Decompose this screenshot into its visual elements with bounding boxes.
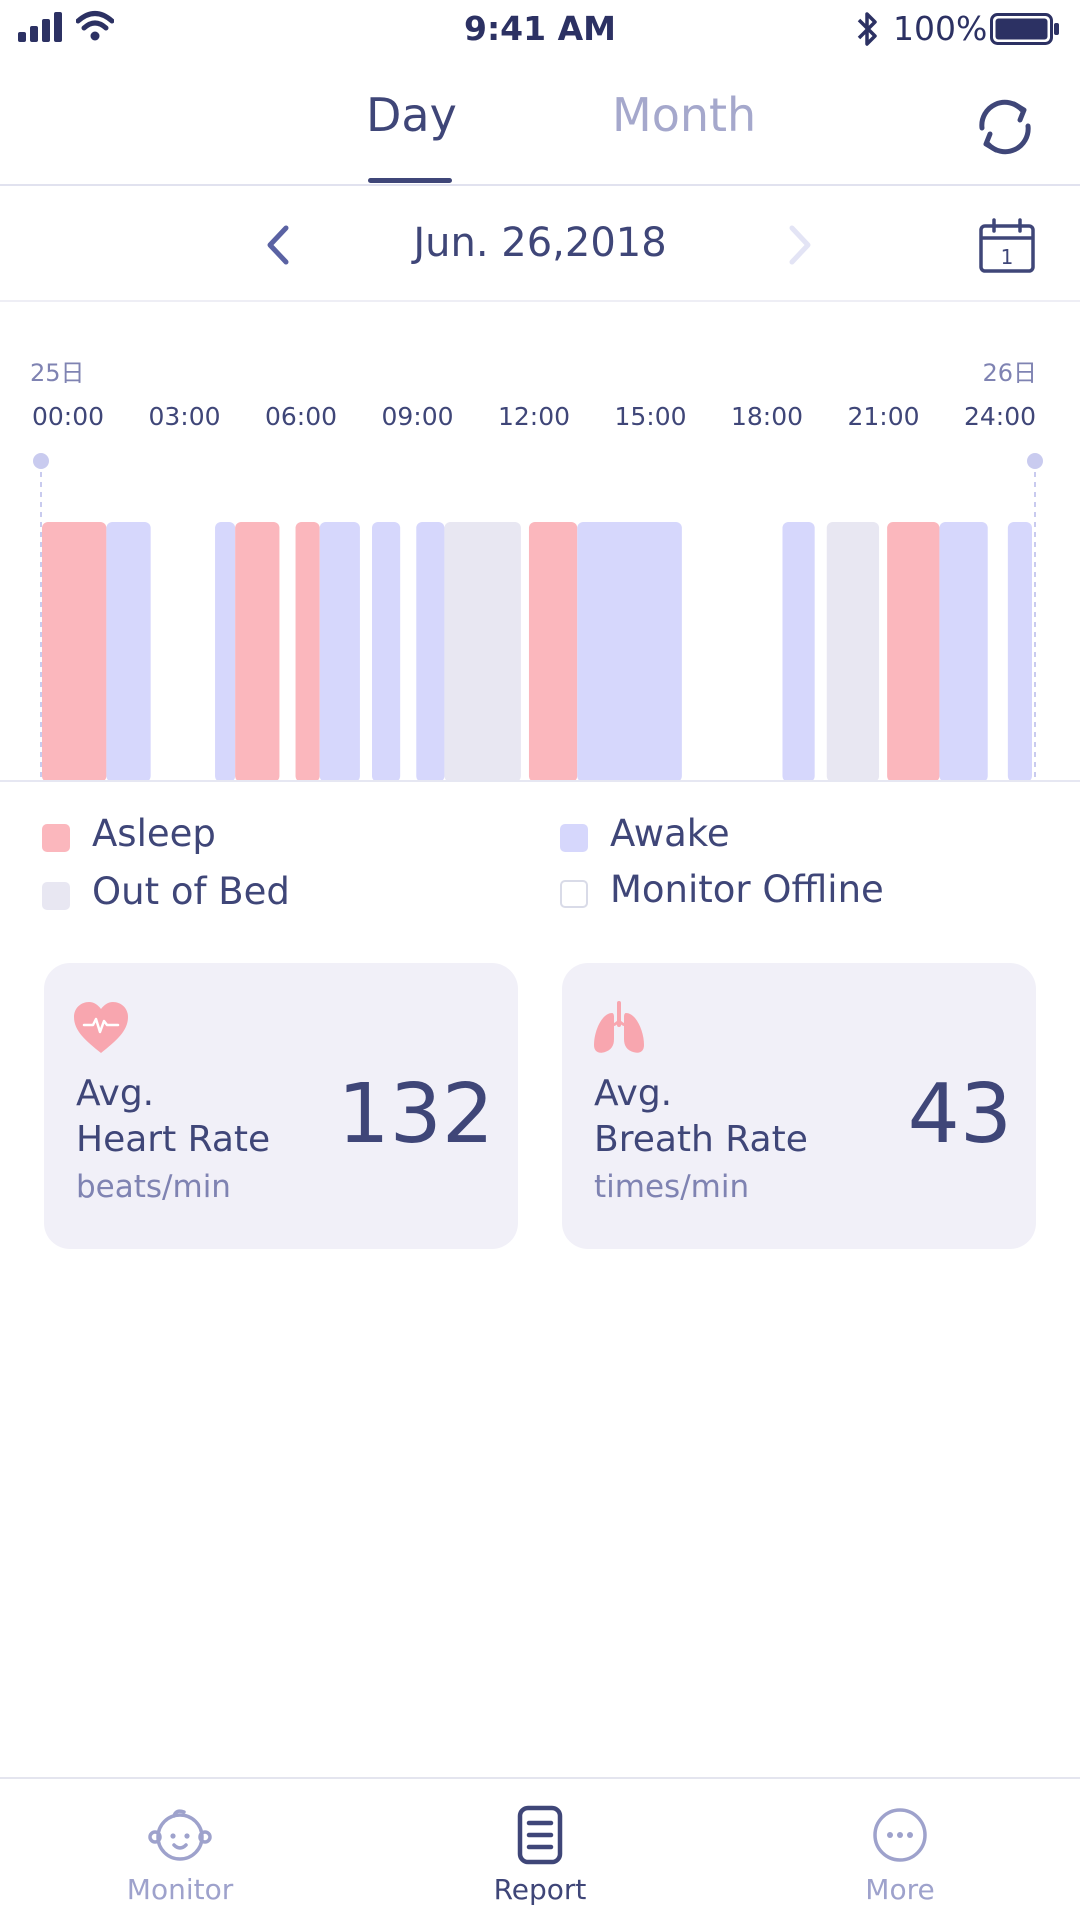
- x-tick-label: 00:00: [32, 402, 104, 431]
- legend-label: Monitor Offline: [610, 868, 884, 911]
- battery-percent: 100%: [893, 9, 988, 48]
- report-icon: [517, 1805, 563, 1865]
- x-tick-label: 15:00: [614, 402, 686, 431]
- timeline-bar-awake: [939, 522, 988, 782]
- breath-rate-card[interactable]: Avg. Breath Rate times/min 43: [562, 963, 1036, 1249]
- chevron-right-icon[interactable]: [784, 222, 816, 268]
- awake-swatch: [560, 824, 588, 852]
- nav-label: Report: [493, 1873, 587, 1906]
- tab-day[interactable]: Day: [366, 88, 457, 142]
- legend-label: Asleep: [92, 812, 216, 855]
- timeline-bar-awake: [372, 522, 401, 782]
- heart-rate-card[interactable]: Avg. Heart Rate beats/min 132: [44, 963, 518, 1249]
- timeline-bar-out-of-bed: [826, 522, 880, 782]
- legend-label: Out of Bed: [92, 870, 290, 913]
- tab-active-indicator: [368, 178, 452, 183]
- heart-title-line2: Heart Rate: [76, 1119, 271, 1160]
- nav-item-more[interactable]: More: [800, 1779, 1000, 1920]
- timeline-bar-asleep: [235, 522, 280, 782]
- chevron-left-icon[interactable]: [262, 222, 294, 268]
- x-tick-label: 18:00: [731, 402, 803, 431]
- calendar-icon[interactable]: 1: [978, 218, 1036, 274]
- current-date: Jun. 26,2018: [413, 220, 667, 266]
- day-start-label: 25日: [30, 359, 85, 387]
- timeline-bar-asleep: [528, 522, 578, 782]
- out-of-bed-swatch: [42, 882, 70, 910]
- status-bar: 9:41 AM 100%: [0, 0, 1080, 60]
- nav-label: Monitor: [126, 1873, 234, 1906]
- sleep-timeline-chart: 25日 26日 00:00 03:00 06:00 09:00 12:00 15:00 18…: [0, 350, 1080, 786]
- bluetooth-icon: [857, 12, 877, 46]
- chart-start-dot: [33, 453, 49, 469]
- x-tick-label: 12:00: [498, 402, 570, 431]
- x-tick-label: 21:00: [847, 402, 919, 431]
- battery-icon: [990, 13, 1059, 45]
- timeline-bar-awake: [215, 522, 236, 782]
- breath-rate-unit: times/min: [594, 1169, 750, 1205]
- breath-title-line2: Breath Rate: [594, 1119, 808, 1160]
- x-tick-label: 03:00: [148, 402, 220, 431]
- x-tick-label: 09:00: [381, 402, 453, 431]
- date-navigator: Jun. 26,2018 1: [0, 188, 1080, 302]
- status-time: 9:41 AM: [464, 9, 616, 48]
- timeline-bar-awake: [319, 522, 360, 782]
- x-tick-label: 06:00: [265, 402, 337, 431]
- bottom-tab-bar: Monitor Report More: [0, 1777, 1080, 1920]
- day-end-label: 26日: [982, 359, 1037, 387]
- timeline-bar-awake: [782, 522, 815, 782]
- calendar-day: 1: [1001, 245, 1014, 269]
- legend-label: Awake: [610, 812, 730, 855]
- nav-label: More: [865, 1873, 935, 1906]
- more-icon: [873, 1808, 927, 1862]
- breath-title-line1: Avg.: [594, 1073, 673, 1114]
- timeline-bar-awake: [106, 522, 151, 782]
- offline-swatch: [560, 880, 588, 908]
- heart-rate-unit: beats/min: [76, 1169, 231, 1205]
- breath-rate-title: Avg. Breath Rate: [594, 1071, 808, 1163]
- breath-rate-value: 43: [907, 1067, 1012, 1162]
- heart-icon: [74, 1002, 128, 1053]
- timeline-bar-asleep: [887, 522, 940, 782]
- nav-item-report[interactable]: Report: [440, 1779, 640, 1920]
- timeline-bar-awake: [577, 522, 682, 782]
- x-tick-label: 24:00: [964, 402, 1036, 431]
- wifi-icon: [76, 11, 114, 41]
- tab-month[interactable]: Month: [612, 88, 757, 142]
- asleep-swatch: [42, 824, 70, 852]
- timeline-bar-out-of-bed: [444, 522, 521, 782]
- heart-rate-title: Avg. Heart Rate: [76, 1071, 270, 1163]
- timeline-bar-asleep: [295, 522, 320, 782]
- nav-item-monitor[interactable]: Monitor: [80, 1779, 280, 1920]
- timeline-bar-awake: [416, 522, 445, 782]
- heart-title-line1: Avg.: [76, 1073, 155, 1114]
- timeline-bar-asleep: [42, 522, 107, 782]
- chart-end-dot: [1027, 453, 1043, 469]
- heart-rate-value: 132: [337, 1067, 494, 1162]
- chart-legend: Asleep Awake Out of Bed Monitor Offline: [0, 800, 1080, 930]
- signal-icon: [18, 12, 62, 42]
- baby-face-icon: [148, 1809, 212, 1861]
- sleep-timeline-svg: 25日 26日 00:00 03:00 06:00 09:00 12:00 15:00 18…: [0, 359, 1080, 782]
- lungs-icon: [594, 1001, 644, 1053]
- period-tabs: Day Month: [0, 70, 1080, 186]
- refresh-icon[interactable]: [970, 92, 1040, 162]
- timeline-bar-awake: [1007, 522, 1032, 782]
